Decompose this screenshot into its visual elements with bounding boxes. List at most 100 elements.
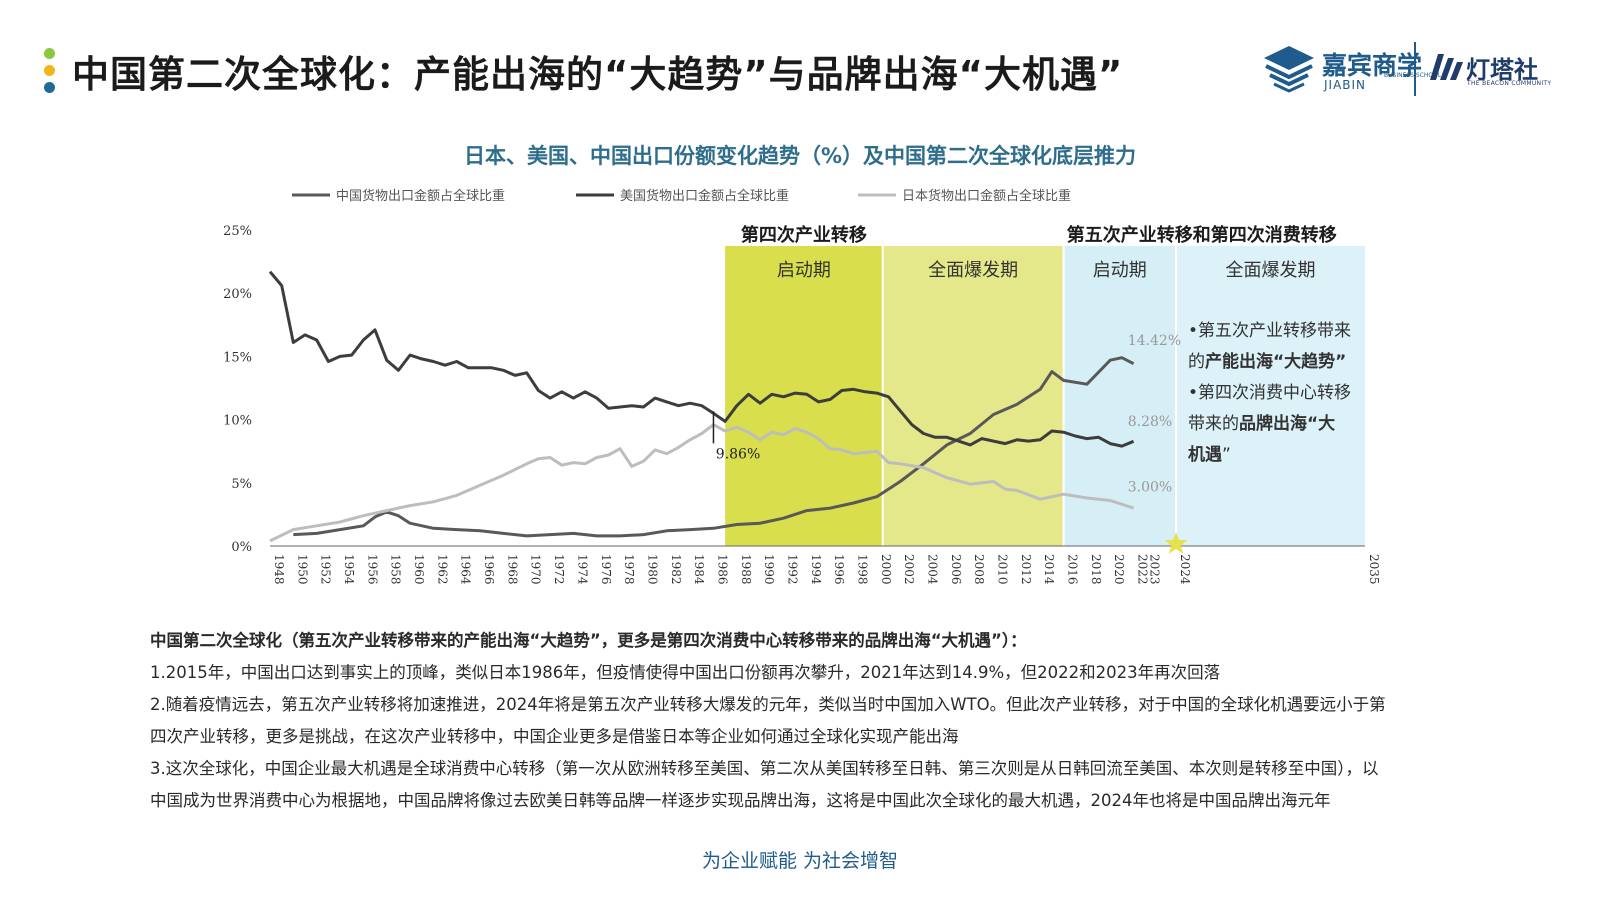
phase-label: 启动期 [777,260,831,281]
y-tick-label: 0% [231,540,252,555]
dengta-logo-text: 灯塔社 [1466,55,1538,84]
x-tick-label: 1980 [645,554,659,585]
x-tick-label: 1970 [529,554,543,585]
annotation-segment: •第五次产业转移带来 [1188,321,1351,341]
annotation-segment: 机遇 [1188,444,1222,465]
data-label: 3.00% [1128,480,1172,496]
x-tick-label: 1956 [365,554,379,585]
phase-label: 启动期 [1093,260,1147,281]
x-tick-label: 2023 [1147,554,1161,585]
legend-label: 日本货物出口金额占全球比重 [902,188,1071,204]
phase-header: 第四次产业转移 [741,224,867,246]
x-tick-label: 1962 [435,554,449,585]
phase-header: 第五次产业转移和第四次消费转移 [1067,224,1337,246]
x-tick-label: 1968 [505,554,519,585]
logo-divider [1414,42,1416,96]
annotation-line: •第五次产业转移带来 [1188,321,1351,341]
x-tick-label: 1948 [272,554,286,585]
annotation-line: 的产能出海“大趋势” [1188,351,1346,372]
x-tick-label: 2012 [1019,554,1033,585]
annotation-line: 带来的品牌出海“大 [1188,413,1335,434]
x-tick-label: 1960 [412,554,426,585]
data-label: 9.86% [716,447,760,463]
y-tick-label: 15% [223,350,252,365]
x-tick-label: 2002 [902,554,916,585]
jiabin-logo-text: 嘉宾商学 [1322,51,1423,80]
x-tick-label: 1994 [809,554,823,585]
footer-slogan: 为企业赋能 为社会增智 [701,850,899,872]
annotation-line: 机遇” [1188,444,1231,465]
x-tick-label: 2024 [1178,554,1192,585]
x-tick-label: 2010 [996,554,1010,585]
summary-line: 1.2015年，中国出口达到事实上的顶峰，类似日本1986年，但疫情使得中国出口… [150,663,1221,682]
x-tick-label: 1952 [319,554,333,585]
summary-line: 四次产业转移，更多是挑战，在这次产业转移中，中国企业更多是借鉴日本等企业如何通过… [150,727,959,746]
dengta-logo-icon [1430,54,1463,80]
data-label: 14.42% [1128,333,1181,349]
y-tick-label: 5% [231,477,252,492]
phase-label: 全面爆发期 [1226,260,1316,281]
jiabin-logo-icon [1264,46,1314,93]
title-dot-yellow [44,65,55,76]
annotation-segment: 带来的 [1188,414,1239,434]
x-tick-label: 1982 [669,554,683,585]
x-tick-label: 1984 [692,554,706,585]
x-tick-label: 1978 [622,554,636,585]
y-tick-label: 20% [223,287,252,302]
summary-text: 中国第二次全球化（第五次产业转移带来的产能出海“大趋势”，更多是第四次消费中心转… [150,625,1530,817]
export-share-chart: 启动期 全面爆发期 启动期 全面爆发期 第四次产业转移 第五次产业转移和第四次消费转移 中国… [223,188,1381,585]
phase-region [1063,246,1176,546]
y-tick-label: 10% [223,414,252,429]
summary-line: 中国成为世界消费中心为根据地，中国品牌将像过去欧美日韩等品牌一样逐步实现品牌出海… [150,791,1331,810]
x-tick-label: 1954 [342,554,356,585]
summary-heading: 中国第二次全球化（第五次产业转移带来的产能出海“大趋势”，更多是第四次消费中心转… [150,631,1027,650]
x-tick-label: 1988 [739,554,753,585]
x-tick-label: 1998 [856,554,870,585]
x-tick-label: 1958 [389,554,403,585]
x-tick-label: 2008 [972,554,986,585]
jiabin-logo-sub2: BUSINESS SCHOOL [1384,72,1442,79]
summary-line: 2.随着疫情远去，第五次产业转移将加速推进，2024年将是第五次产业转移大爆发的… [150,695,1386,714]
legend-label: 美国货物出口金额占全球比重 [620,188,789,204]
series-line [268,270,1135,448]
x-tick-label: 1966 [482,554,496,585]
x-tick-label: 2022 [1136,554,1150,585]
x-tick-label: 1986 [715,554,729,585]
title-dot-green [44,48,55,59]
x-tick-label: 2035 [1367,554,1381,585]
summary-line: 3.这次全球化，中国企业最大机遇是全球消费中心转移（第一次从欧洲转移至美国、第二… [150,759,1379,778]
logo-area: 嘉宾商学 JIABIN BUSINESS SCHOOL 灯塔社 THE BEAC… [1262,42,1562,98]
title-dots [44,48,56,99]
dengta-logo-sub: THE BEACON COMMUNITY [1467,80,1552,87]
jiabin-logo-sub: JIABIN [1324,78,1367,92]
chart-area: 日本、美国、中国出口份额变化趋势（%）及中国第二次全球化底层推力 启动期 全面爆发… [0,130,1600,610]
chart-title: 日本、美国、中国出口份额变化趋势（%）及中国第二次全球化底层推力 [463,144,1137,168]
x-tick-label: 1990 [762,554,776,585]
x-tick-label: 2006 [949,554,963,585]
x-tick-label: 2000 [879,554,893,585]
phase-region [882,246,1064,546]
annotation-segment: •第四次消费中心转移 [1188,383,1351,403]
x-tick-label: 2020 [1112,554,1126,585]
x-tick-label: 1976 [599,554,613,585]
x-tick-label: 1996 [832,554,846,585]
title-dot-blue [44,82,55,93]
annotation-line: •第四次消费中心转移 [1188,383,1351,403]
x-tick-label: 2018 [1089,554,1103,585]
phase-region [1176,246,1365,546]
page-title: 中国第二次全球化：产能出海的“大趋势”与品牌出海“大机遇” [72,53,1124,96]
x-tick-label: 2016 [1066,554,1080,585]
x-tick-label: 2004 [926,554,940,585]
legend-label: 中国货物出口金额占全球比重 [336,188,505,204]
series-line [293,356,1135,538]
x-tick-label: 1950 [295,554,309,585]
x-tick-label: 1964 [459,554,473,585]
x-tick-label: 1972 [552,554,566,585]
annotation-segment: ” [1222,445,1231,465]
star-icon [1164,532,1188,554]
annotation-segment: 产能出海“大趋势” [1205,351,1346,372]
annotation-segment: 品牌出海“大 [1239,413,1335,434]
phase-label: 全面爆发期 [928,260,1018,281]
annotation-segment: 的 [1188,352,1205,372]
y-tick-label: 25% [223,224,252,239]
